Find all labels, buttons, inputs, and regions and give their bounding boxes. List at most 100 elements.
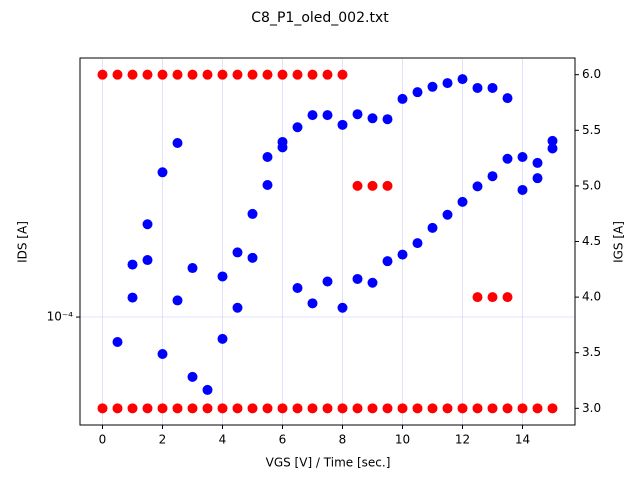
point bbox=[232, 302, 243, 313]
point bbox=[472, 403, 483, 414]
point bbox=[442, 78, 453, 89]
point bbox=[322, 110, 333, 121]
point bbox=[322, 69, 333, 80]
point bbox=[247, 208, 258, 219]
point bbox=[532, 157, 543, 168]
point bbox=[397, 249, 408, 260]
y2-tick-label: 3.5 bbox=[582, 345, 601, 359]
plot-frame bbox=[79, 57, 576, 426]
point bbox=[277, 142, 288, 153]
point bbox=[442, 209, 453, 220]
point bbox=[337, 302, 348, 313]
point bbox=[547, 143, 558, 154]
point bbox=[187, 371, 198, 382]
point bbox=[472, 82, 483, 93]
x-tick-label: 10 bbox=[395, 433, 410, 447]
point bbox=[157, 349, 168, 360]
point bbox=[127, 69, 138, 80]
point bbox=[457, 403, 468, 414]
point bbox=[412, 87, 423, 98]
point bbox=[352, 273, 363, 284]
point bbox=[352, 403, 363, 414]
point bbox=[397, 403, 408, 414]
point bbox=[382, 403, 393, 414]
point bbox=[217, 69, 228, 80]
point bbox=[202, 384, 213, 395]
point bbox=[247, 403, 258, 414]
y2-tick-label: 4.0 bbox=[582, 290, 601, 304]
point bbox=[337, 119, 348, 130]
y2-tick-label: 5.5 bbox=[582, 123, 601, 137]
x-tick-label: 12 bbox=[455, 433, 470, 447]
point bbox=[472, 292, 483, 303]
point bbox=[352, 109, 363, 120]
point bbox=[427, 81, 438, 92]
point bbox=[307, 69, 318, 80]
point bbox=[547, 403, 558, 414]
x-tick-label: 14 bbox=[515, 433, 530, 447]
x-tick-label: 6 bbox=[279, 433, 287, 447]
point bbox=[187, 263, 198, 274]
point bbox=[217, 333, 228, 344]
point bbox=[217, 403, 228, 414]
point bbox=[487, 171, 498, 182]
point bbox=[382, 256, 393, 267]
point bbox=[487, 403, 498, 414]
point bbox=[187, 69, 198, 80]
point bbox=[547, 135, 558, 146]
point bbox=[172, 69, 183, 80]
point bbox=[382, 180, 393, 191]
point bbox=[202, 403, 213, 414]
point bbox=[97, 403, 108, 414]
point bbox=[262, 151, 273, 162]
x-axis-label: VGS [V] / Time [sec.] bbox=[266, 456, 391, 470]
point bbox=[517, 403, 528, 414]
point bbox=[142, 255, 153, 266]
y2-tick-label: 3.0 bbox=[582, 401, 601, 415]
point bbox=[472, 181, 483, 192]
point bbox=[112, 337, 123, 348]
point bbox=[307, 403, 318, 414]
point bbox=[502, 292, 513, 303]
y-tick-label: 10⁻⁴ bbox=[47, 310, 74, 324]
point bbox=[202, 69, 213, 80]
point bbox=[112, 69, 123, 80]
point bbox=[232, 247, 243, 258]
point bbox=[262, 179, 273, 190]
point bbox=[292, 403, 303, 414]
point bbox=[322, 403, 333, 414]
point bbox=[172, 403, 183, 414]
point bbox=[307, 110, 318, 121]
point bbox=[232, 69, 243, 80]
y2-tick-label: 5.0 bbox=[582, 178, 601, 192]
point bbox=[262, 69, 273, 80]
x-tick-label: 0 bbox=[99, 433, 107, 447]
point bbox=[142, 219, 153, 230]
point bbox=[277, 403, 288, 414]
point bbox=[292, 282, 303, 293]
point bbox=[142, 69, 153, 80]
point bbox=[232, 403, 243, 414]
point bbox=[367, 180, 378, 191]
point bbox=[412, 403, 423, 414]
y2-tick-label: 4.5 bbox=[582, 234, 601, 248]
chart-title: C8_P1_oled_002.txt bbox=[251, 10, 389, 26]
point bbox=[352, 180, 363, 191]
point bbox=[397, 93, 408, 104]
point bbox=[427, 222, 438, 233]
point bbox=[487, 82, 498, 93]
point bbox=[517, 184, 528, 195]
point bbox=[337, 69, 348, 80]
point bbox=[367, 403, 378, 414]
point bbox=[532, 173, 543, 184]
y2-tick-label: 6.0 bbox=[582, 67, 601, 81]
point bbox=[217, 271, 228, 282]
point bbox=[172, 295, 183, 306]
point bbox=[307, 298, 318, 309]
point bbox=[322, 276, 333, 287]
y2-axis-label: IGS [A] bbox=[612, 221, 626, 263]
point bbox=[367, 277, 378, 288]
point bbox=[457, 196, 468, 207]
point bbox=[442, 403, 453, 414]
point bbox=[97, 69, 108, 80]
